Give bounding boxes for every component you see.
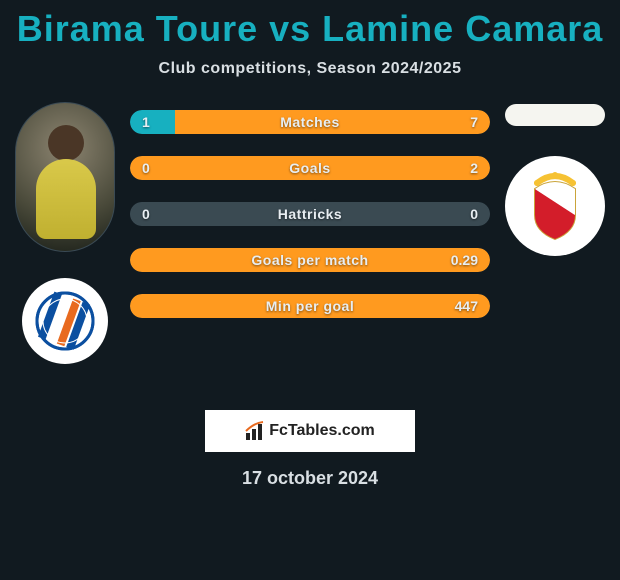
club-badge-left (22, 278, 108, 364)
stat-row: 447 Min per goal (130, 294, 490, 318)
stat-label: Goals (289, 160, 330, 176)
right-column (490, 102, 620, 256)
stat-row: 0 0 Hattricks (130, 202, 490, 226)
stat-value-left: 0 (142, 206, 150, 222)
bar-fill-left (130, 110, 175, 134)
stat-value-right: 447 (455, 298, 478, 314)
monaco-logo-icon (525, 171, 585, 241)
page-title: Birama Toure vs Lamine Camara (0, 0, 620, 50)
comparison-area: 1 7 Matches 0 2 Goals 0 0 Hattricks 0.29 Goals per… (0, 102, 620, 364)
stat-value-right: 0 (470, 206, 478, 222)
stat-value-right: 7 (470, 114, 478, 130)
stat-value-right: 2 (470, 160, 478, 176)
stat-label: Matches (280, 114, 340, 130)
stat-label: Hattricks (278, 206, 342, 222)
site-logo-box: FcTables.com (205, 410, 415, 452)
player-photo-left (15, 102, 115, 252)
montpellier-logo-icon (35, 291, 95, 351)
stat-row: 1 7 Matches (130, 110, 490, 134)
date-text: 17 october 2024 (0, 468, 620, 489)
site-logo-text: FcTables.com (269, 422, 375, 440)
stat-row: 0 2 Goals (130, 156, 490, 180)
stat-value-left: 1 (142, 114, 150, 130)
stat-row: 0.29 Goals per match (130, 248, 490, 272)
club-badge-right (505, 156, 605, 256)
stats-bars: 1 7 Matches 0 2 Goals 0 0 Hattricks 0.29 Goals per… (130, 102, 490, 318)
stat-value-left: 0 (142, 160, 150, 176)
player-photo-right (505, 104, 605, 126)
subtitle: Club competitions, Season 2024/2025 (0, 60, 620, 78)
fctables-icon (245, 421, 265, 441)
stat-label: Min per goal (266, 298, 354, 314)
left-column (0, 102, 130, 364)
stat-value-right: 0.29 (451, 252, 478, 268)
stat-label: Goals per match (251, 252, 368, 268)
